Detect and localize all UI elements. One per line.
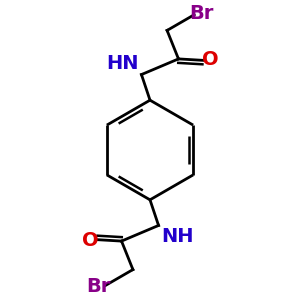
Text: O: O <box>82 231 98 250</box>
Text: HN: HN <box>106 54 139 73</box>
Text: NH: NH <box>161 227 194 246</box>
Text: O: O <box>202 50 218 69</box>
Text: Br: Br <box>87 277 111 296</box>
Text: Br: Br <box>189 4 213 23</box>
